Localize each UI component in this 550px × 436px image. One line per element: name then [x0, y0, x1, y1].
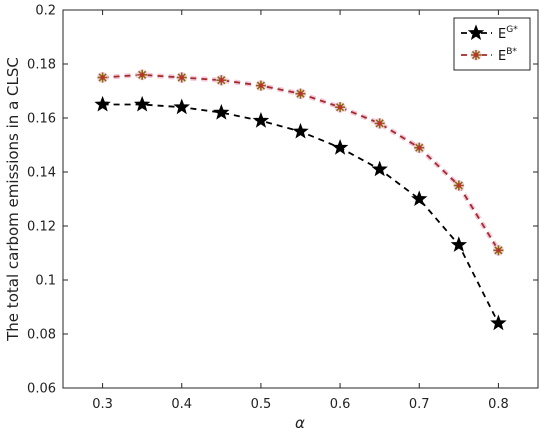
series-brown-point [413, 142, 425, 154]
series-green-point [94, 95, 111, 112]
y-tick-label: 0.2 [35, 4, 56, 19]
y-tick-label: 0.1 [35, 274, 56, 289]
y-tick-label: 0.12 [27, 220, 56, 235]
y-tick-label: 0.08 [27, 328, 56, 343]
series-brown-point [255, 80, 267, 92]
series-green-point [213, 103, 230, 120]
series-green-point [252, 112, 270, 128]
y-tick-label: 0.14 [27, 166, 56, 181]
x-tick-label: 0.3 [92, 397, 113, 412]
series-green-point [292, 122, 309, 139]
legend-brown-marker [470, 49, 482, 61]
series-green-point [371, 160, 388, 177]
y-tick-label: 0.18 [27, 58, 56, 73]
x-tick-label: 0.6 [330, 397, 351, 412]
series-brown-point [492, 244, 504, 256]
y-tick-label: 0.16 [27, 112, 56, 127]
legend-brown-label: EB* [498, 47, 517, 64]
plot-frame [62, 9, 539, 389]
x-tick-label: 0.5 [251, 397, 272, 412]
series-brown-point [374, 117, 386, 129]
series-layer [94, 69, 507, 331]
series-green-point [450, 236, 468, 252]
series-brown-point [176, 72, 188, 83]
y-axis-title: The total carbom emissions in a CLSC [4, 57, 22, 342]
x-tick-label: 0.4 [171, 397, 192, 412]
series-green-point [133, 95, 151, 112]
series-brown-point [136, 69, 148, 81]
x-axis-title: α [295, 414, 305, 432]
series-brown-point [453, 180, 465, 191]
series-green-point [331, 139, 349, 155]
series-brown-point [215, 74, 227, 86]
series-brown-point [295, 88, 306, 100]
x-tick-label: 0.7 [409, 397, 430, 412]
series-brown-point [334, 101, 346, 113]
legend-green-label: EG* [498, 25, 518, 42]
legend-green-marker [467, 24, 485, 40]
series-green-point [173, 98, 190, 115]
series-brown-point [97, 72, 109, 83]
series-green-point [411, 190, 428, 206]
x-tick-label: 0.8 [488, 397, 509, 412]
series-green-point [490, 314, 507, 331]
legend: EG* EB* [453, 17, 531, 71]
y-tick-label: 0.06 [27, 382, 56, 397]
ticks-layer: 0.3 0.4 0.5 0.6 0.7 0.8 0.06 0.08 0.1 0.12 0.14 0.1… [27, 4, 538, 412]
legend-box [453, 17, 531, 71]
